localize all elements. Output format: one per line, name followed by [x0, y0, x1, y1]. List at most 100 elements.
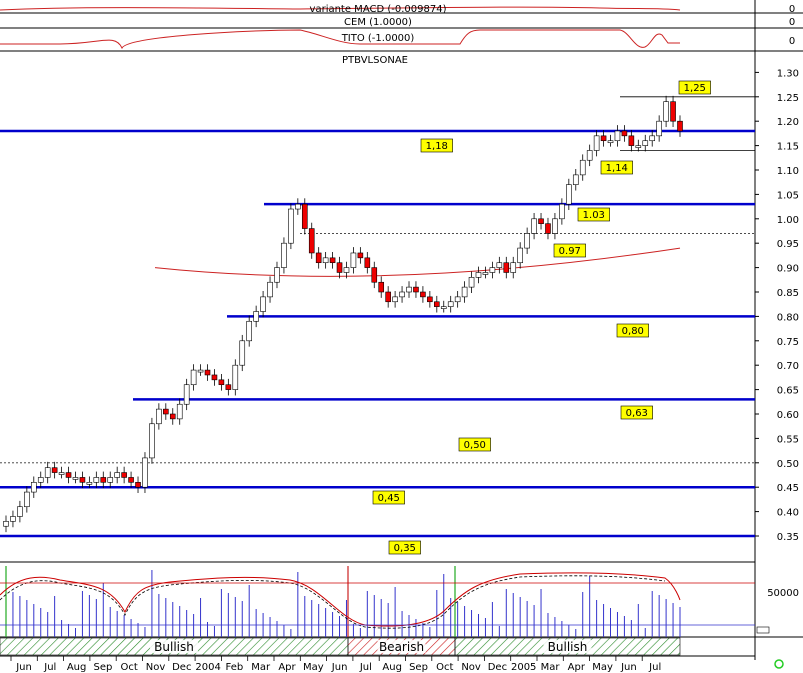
price-tick-label-19: 1.30	[777, 68, 799, 79]
volume-scale-box	[756, 626, 770, 634]
price-tick-label-12: 0.95	[777, 239, 799, 250]
candle-94	[656, 120, 662, 137]
candle-4	[30, 482, 37, 493]
level-label-1: 1.03	[583, 210, 605, 221]
candle-34	[239, 340, 246, 366]
macd-value: 0	[789, 4, 795, 15]
month-label-11: May	[303, 662, 324, 673]
month-label-19: 2005	[511, 662, 536, 673]
candle-5	[37, 477, 44, 483]
candle-41	[288, 208, 294, 244]
time-axis: Jun Jul Aug Sep Oct Nov Dec 2004 Feb Mar Apr May Jun…	[10, 656, 661, 673]
month-label-4: Oct	[121, 662, 138, 673]
candle-62	[434, 301, 440, 307]
tito-value: 0	[789, 36, 795, 47]
oscillator-signal-line	[0, 575, 666, 629]
month-label-14: Aug	[382, 662, 402, 673]
level-label-5: 0,35	[394, 543, 416, 554]
candle-71	[496, 262, 503, 268]
month-label-23: Jun	[620, 662, 637, 673]
price-tick-label-2: 0.45	[777, 483, 799, 494]
month-label-1: Jul	[43, 662, 56, 673]
month-label-5: Nov	[146, 662, 166, 673]
candle-85	[593, 135, 600, 151]
level-labels: 1,18 1.03 0,80 0,63 0,45 0,35 1,25 1,14 0.97 0,50	[372, 80, 711, 555]
month-label-17: Nov	[461, 662, 481, 673]
level-label-box-0	[420, 138, 453, 153]
price-tick-label-11: 0.90	[777, 264, 799, 275]
month-label-3: Sep	[93, 662, 112, 673]
candle-46	[322, 257, 329, 264]
candle-14	[100, 477, 107, 483]
price-tick-label-7: 0.70	[777, 361, 799, 372]
tito-label: TITO (-1.0000)	[341, 33, 415, 44]
candle-73	[510, 262, 517, 273]
candle-45	[315, 252, 322, 264]
candle-16	[114, 472, 120, 478]
candle-1	[10, 516, 16, 522]
candle-50	[350, 252, 357, 268]
status-indicator-icon[interactable]	[774, 659, 784, 669]
candle-47	[329, 257, 336, 264]
candle-68	[475, 272, 482, 278]
candle-97	[677, 120, 683, 132]
candle-35	[246, 320, 252, 342]
candle-84	[586, 150, 593, 161]
candle-61	[427, 296, 433, 303]
candle-96	[670, 101, 676, 122]
macd-curve	[0, 6, 681, 11]
sentiment-bands: Bullish Bearish Bullish	[0, 637, 681, 656]
price-tick-label-6: 0.65	[777, 386, 799, 397]
candle-75	[524, 233, 530, 249]
support-resistance-lines	[0, 96, 755, 538]
level-label-box-7	[600, 160, 633, 175]
candle-70	[489, 267, 496, 273]
level-label-box-9	[458, 437, 491, 452]
candle-52	[364, 257, 371, 268]
month-label-7: 2004	[195, 662, 220, 673]
level-label-9: 0,50	[464, 440, 486, 451]
sentiment-label-1: Bearish	[379, 640, 424, 654]
month-label-10: Apr	[278, 662, 296, 673]
candle-60	[420, 291, 426, 298]
candle-44	[308, 228, 315, 254]
level-label-0: 1,18	[426, 141, 448, 152]
candle-15	[107, 477, 114, 483]
candle-43	[301, 203, 308, 229]
candle-3	[24, 491, 30, 508]
candle-29	[204, 369, 211, 376]
candle-56	[392, 296, 398, 303]
price-tick-label-5: 0.60	[777, 410, 799, 421]
level-label-box-3	[620, 405, 653, 420]
candle-53	[371, 267, 378, 283]
price-tick-label-0: 0.35	[777, 532, 799, 543]
candle-76	[531, 218, 537, 234]
candle-88	[614, 130, 621, 142]
candle-20	[142, 457, 148, 488]
sentiment-label-2: Bullish	[548, 640, 588, 654]
volume-label: 50000	[767, 588, 799, 599]
candle-18	[128, 477, 134, 483]
price-tick-label-3: 0.50	[777, 459, 799, 470]
price-tick-label-18: 1.25	[777, 93, 799, 104]
month-label-9: Mar	[251, 662, 271, 673]
month-label-12: Jun	[331, 662, 348, 673]
candle-26	[183, 384, 190, 405]
candle-8	[58, 472, 65, 475]
cem-value: 0	[789, 17, 795, 28]
price-tick-label-1: 0.40	[777, 508, 799, 519]
month-label-8: Feb	[226, 662, 244, 673]
candle-89	[621, 130, 628, 137]
moving-average-line	[154, 247, 681, 277]
price-tick-label-4: 0.55	[777, 434, 799, 445]
cem-label: CEM (1.0000)	[344, 17, 412, 28]
volume-panel: 50000	[0, 566, 799, 637]
oscillator-line	[0, 572, 681, 627]
candle-80	[559, 203, 565, 220]
month-label-22: May	[592, 662, 613, 673]
price-tick-label-15: 1.10	[777, 166, 799, 177]
sentiment-label-0: Bullish	[154, 640, 194, 654]
candle-65	[454, 296, 461, 303]
price-tick-label-8: 0.75	[777, 337, 799, 348]
